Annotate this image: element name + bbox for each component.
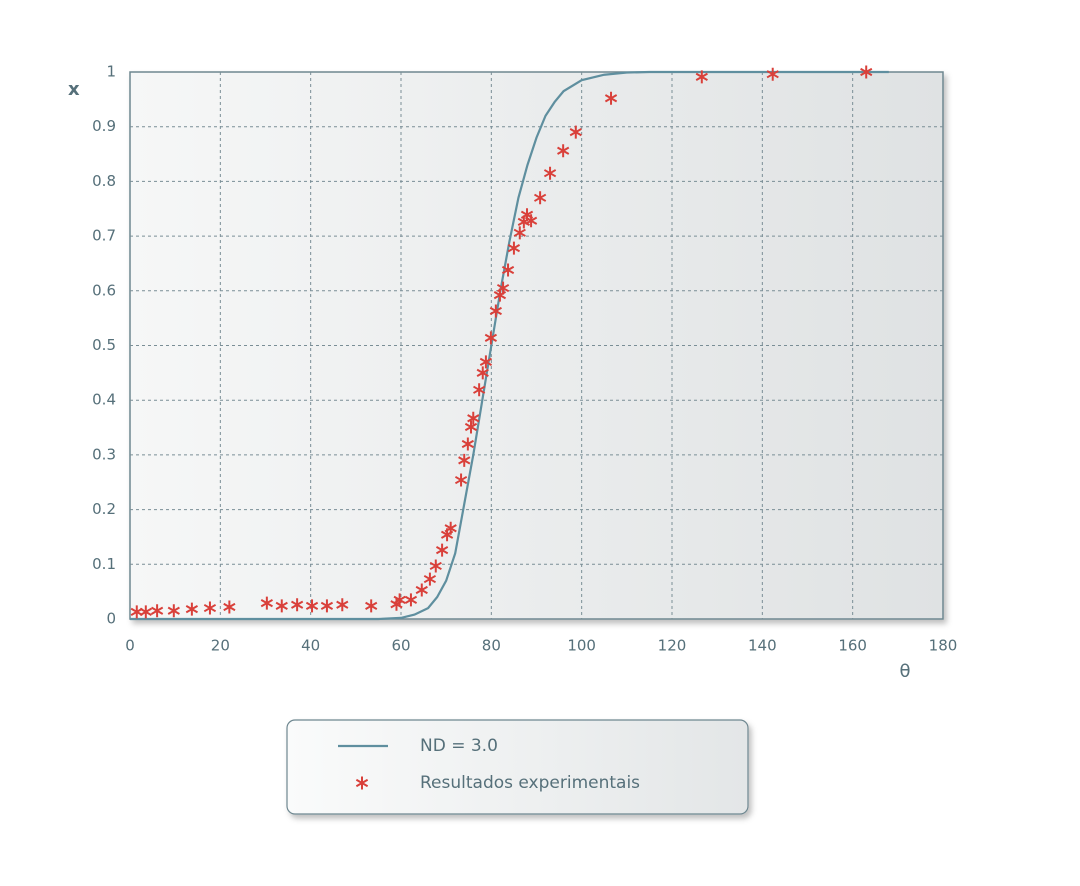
y-tick-label: 0.4 <box>92 391 116 409</box>
scatter-point <box>479 355 493 369</box>
scatter-point <box>484 331 498 345</box>
scatter-point <box>454 473 468 487</box>
scatter-point <box>320 599 334 613</box>
scatter-point <box>223 600 236 614</box>
y-tick-label: 0.2 <box>92 500 116 518</box>
scatter-point <box>415 583 428 597</box>
x-tick-label: 20 <box>211 637 230 655</box>
scatter-point <box>467 411 480 425</box>
y-tick-label: 1 <box>106 63 116 81</box>
scatter-point <box>260 596 273 610</box>
scatter-point <box>275 599 288 613</box>
scatter-point <box>496 281 510 295</box>
x-tick-label: 180 <box>929 637 958 655</box>
scatter-point <box>507 241 521 255</box>
scatter-point <box>393 593 406 607</box>
legend <box>286 719 749 815</box>
scatter-point <box>569 125 582 139</box>
scatter-point <box>766 67 779 81</box>
x-tick-label: 100 <box>567 637 596 655</box>
scatter-point <box>139 605 152 619</box>
y-tick-label: 0.5 <box>92 336 116 354</box>
scatter-point <box>185 602 199 616</box>
x-tick-label: 0 <box>125 637 135 655</box>
x-tick-label: 80 <box>482 637 501 655</box>
legend-label: Resultados experimentais <box>420 773 640 793</box>
scatter-point <box>336 598 349 612</box>
y-tick-label: 0.7 <box>92 227 116 245</box>
x-tick-label: 140 <box>748 637 777 655</box>
x-tick-label: 60 <box>391 637 410 655</box>
scatter-point <box>429 559 442 573</box>
x-tick-label: 120 <box>658 637 687 655</box>
y-tick-label: 0.6 <box>92 281 116 299</box>
scatter-point <box>444 521 457 535</box>
y-tick-label: 0.9 <box>92 117 116 135</box>
y-tick-label: 0.8 <box>92 172 116 190</box>
scatter-point <box>501 263 515 277</box>
y-tick-label: 0.3 <box>92 445 116 463</box>
y-tick-label: 0 <box>106 610 116 628</box>
scatter-point <box>150 604 164 618</box>
legend-swatch <box>355 776 369 790</box>
x-axis-label: θ <box>899 661 910 682</box>
scatter-point <box>473 383 486 397</box>
scatter-point <box>557 144 570 158</box>
scatter-point <box>464 420 478 434</box>
plot-area <box>129 71 944 620</box>
scatter-point <box>423 572 437 586</box>
scatter-point <box>167 604 180 618</box>
scatter-point <box>513 226 526 240</box>
scatter-point <box>458 453 471 467</box>
x-tick-label: 40 <box>301 637 320 655</box>
scatter-point <box>524 214 538 228</box>
legend-label: ND = 3.0 <box>420 736 498 756</box>
scatter-point <box>305 599 319 613</box>
scatter-point <box>604 91 618 105</box>
scatter-point <box>860 65 873 79</box>
y-axis-label: x <box>68 79 80 100</box>
scatter-point <box>543 166 557 180</box>
scatter-point <box>435 543 449 557</box>
scatter-point <box>365 599 378 613</box>
scatter-point <box>203 601 217 615</box>
scatter-point <box>533 191 547 205</box>
y-tick-label: 0.1 <box>92 555 116 573</box>
scatter-point <box>461 437 474 451</box>
scatter-point <box>695 70 708 84</box>
x-tick-label: 160 <box>838 637 867 655</box>
scatter-point <box>476 366 489 380</box>
scatter-point <box>404 593 418 607</box>
scatter-point <box>290 598 304 612</box>
scatter-point <box>489 304 502 318</box>
